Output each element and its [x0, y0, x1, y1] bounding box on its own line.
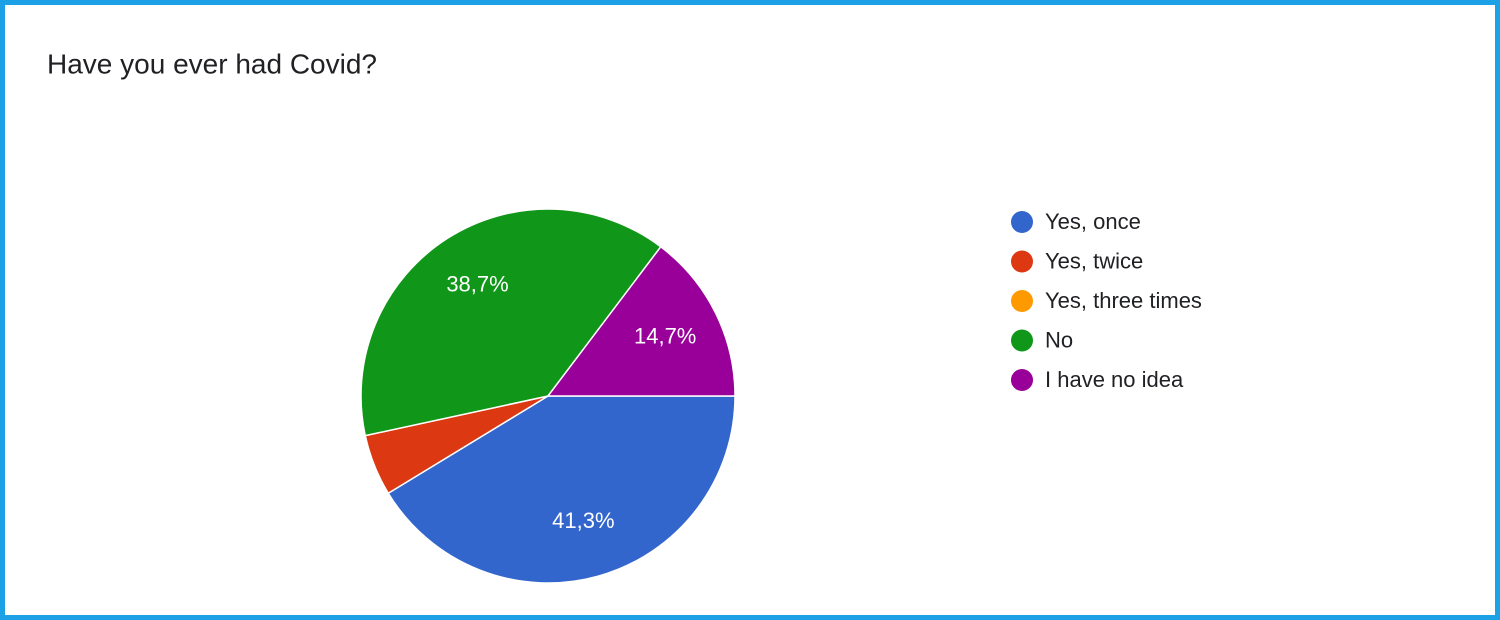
- slice-label: 38,7%: [446, 272, 508, 297]
- slice-label: 14,7%: [634, 323, 696, 348]
- legend-swatch: [1011, 369, 1033, 391]
- legend-label: Yes, once: [1045, 209, 1141, 234]
- legend-label: Yes, three times: [1045, 288, 1202, 313]
- legend-swatch: [1011, 250, 1033, 273]
- legend-label: No: [1045, 327, 1073, 352]
- legend-swatch: [1011, 211, 1033, 233]
- chart-title: Have you ever had Covid?: [47, 48, 377, 79]
- pie-slice: [546, 245, 736, 397]
- legend-swatch: [1011, 290, 1033, 312]
- legend-label: I have no idea: [1045, 367, 1184, 392]
- legend-label: Yes, twice: [1045, 248, 1143, 273]
- pie-slice: [387, 395, 736, 584]
- legend-swatch: [1011, 329, 1033, 352]
- slice-label: 41,3%: [552, 508, 614, 533]
- pie-slice: [360, 208, 662, 437]
